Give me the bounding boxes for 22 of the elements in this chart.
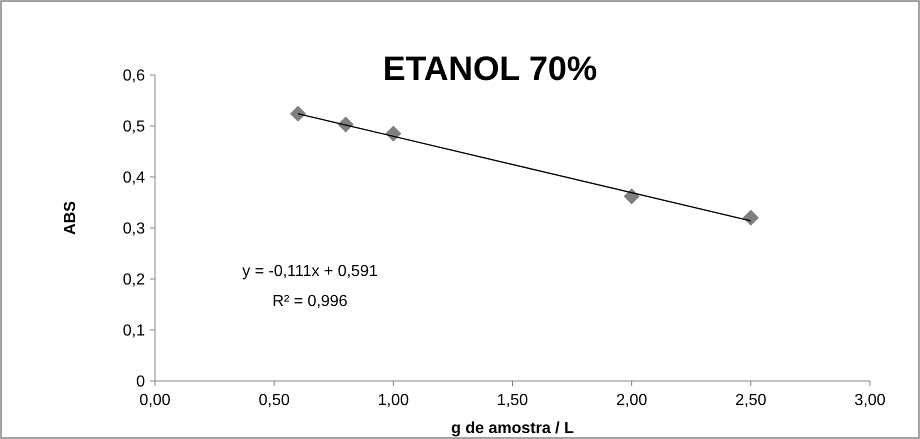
y-tick-label: 0,2 [122,272,146,289]
point [742,210,759,226]
x-tick-label: 1,00 [378,392,410,409]
annotation: R² = 0,996 [272,293,348,310]
y-tick-label: 0,6 [122,68,146,85]
chart-title: ETANOL 70% [382,50,598,88]
y-axis-title: ABS [62,200,79,235]
y-tick-label: 0 [136,374,146,391]
y-tick-label: 0,5 [122,118,146,136]
annotation: y = -0,111x + 0,591 [242,263,378,280]
x-tick-label: 2,00 [616,392,648,409]
x-tick-label: 2,50 [735,392,767,409]
y-tick-label: 0,4 [122,170,146,187]
x-tick-label: 0,00 [139,392,171,409]
y-tick-label: 0,3 [122,220,146,238]
point [624,188,640,204]
point [290,106,306,122]
x-axis-title: g de amostra / L [451,420,574,437]
y-tick-label: 0,1 [122,322,146,340]
x-tick-label: 3,00 [854,392,886,409]
x-tick-label: 1,50 [496,392,528,409]
x-tick-label: 0,50 [258,392,290,409]
